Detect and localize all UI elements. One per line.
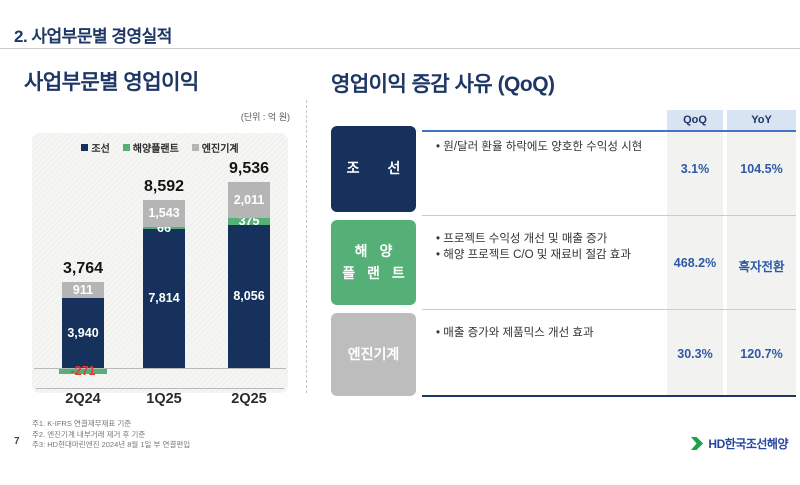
bar-value-label: -271 xyxy=(70,364,96,379)
page-number: 7 xyxy=(14,436,20,447)
axis-line xyxy=(36,388,284,389)
page-title: 2. 사업부문별 경영실적 xyxy=(14,27,172,46)
bar-value-label: 1,543 xyxy=(148,206,180,221)
table-bottom-rule xyxy=(422,395,796,397)
qoq-column-strip xyxy=(667,132,723,395)
header-divider xyxy=(0,48,800,49)
bar-segment: 2,011 xyxy=(228,182,270,218)
qoq-value-shipbuilding: 3.1% xyxy=(680,162,710,176)
bar-segment: 7,814 xyxy=(143,229,185,368)
footnotes: 주1. K-IFRS 연결재무제표 기준 주2. 엔진기계 내부거래 제거 후 … xyxy=(32,419,190,451)
company-logo: HD한국조선해양 xyxy=(691,435,788,452)
bar-total-label: 3,764 xyxy=(62,260,104,277)
legend-item: 조선 xyxy=(81,140,110,155)
yoy-value-shipbuilding: 104.5% xyxy=(740,162,783,176)
segment-label-engine: 엔진기계 xyxy=(331,313,416,396)
footnote: 주1. K-IFRS 연결재무제표 기준 xyxy=(32,419,132,428)
chart-section-title: 사업부문별 영업이익 xyxy=(24,71,199,94)
legend-swatch-icon xyxy=(122,144,130,151)
legend-label: 엔진기계 xyxy=(201,144,239,155)
category-label: 2Q24 xyxy=(65,391,101,407)
bar-segment: -271 xyxy=(59,364,107,379)
bar-segment: 3,940 xyxy=(62,298,104,368)
table-section-title: 영업이익 증감 사유 (QoQ) xyxy=(331,73,555,96)
legend-item: 엔진기계 xyxy=(191,140,239,155)
qoq-value-offshore: 468.2% xyxy=(673,256,717,270)
logo-text: HD한국조선해양 xyxy=(708,437,788,451)
legend-label: 해양플랜트 xyxy=(132,144,179,155)
bar-value-label: 2,011 xyxy=(233,192,265,207)
bar-value-label: 3,940 xyxy=(67,325,99,340)
reason-bullet: 프로젝트 수익성 개선 및 매출 증가 xyxy=(436,231,651,248)
section-divider xyxy=(306,100,307,393)
bar-total-label: 8,592 xyxy=(143,178,185,195)
axis-line xyxy=(34,368,286,369)
column-header-yoy: YoY xyxy=(727,110,796,130)
qoq-value-engine: 30.3% xyxy=(677,347,713,361)
segment-label-text: 플 랜 트 xyxy=(342,264,405,281)
bar-value-label: 66 xyxy=(157,220,171,235)
segment-label-text: 해 양 xyxy=(354,242,393,259)
bar-segment: 8,056 xyxy=(228,225,270,368)
bar-value-label: 8,056 xyxy=(233,289,265,304)
bar-value-label: 911 xyxy=(72,282,94,297)
yoy-column-strip xyxy=(727,132,796,395)
reason-bullet: 매출 증가와 제품믹스 개선 효과 xyxy=(436,325,651,342)
chart-plot: 3,940 -271 911 3,764 2Q24 7,814 66 1,543 8,592 1Q… xyxy=(32,133,288,407)
reason-bullet: 해양 프로젝트 C/O 및 재료비 절감 효과 xyxy=(436,247,651,264)
table-header-rule xyxy=(422,130,796,132)
chart-legend: 조선 해양플랜트 엔진기계 xyxy=(32,140,288,155)
row-separator xyxy=(422,309,796,310)
category-label: 1Q25 xyxy=(146,391,182,407)
segment-label-offshore: 해 양 플 랜 트 xyxy=(331,220,416,305)
logo-chevron-icon xyxy=(691,437,704,450)
footnote: 주3: HD현대마린엔진 2024년 8월 1일 부 연결편입 xyxy=(32,440,191,449)
footnote: 주2. 엔진기계 내부거래 제거 후 기준 xyxy=(32,429,146,439)
bar-segment: 911 xyxy=(62,282,104,298)
legend-item: 해양플랜트 xyxy=(122,140,179,155)
row-separator xyxy=(422,215,796,216)
bar-segment: 66 xyxy=(143,220,185,235)
legend-swatch-icon xyxy=(191,144,199,151)
legend-swatch-icon xyxy=(81,144,89,151)
column-header-qoq: QoQ xyxy=(667,110,723,130)
yoy-value-engine: 120.7% xyxy=(740,347,783,361)
segment-label-shipbuilding: 조 선 xyxy=(331,126,416,212)
bar-value-label: 375 xyxy=(238,214,260,229)
bar-segment: 1,543 xyxy=(143,200,185,227)
segment-label-text: 조 선 xyxy=(346,160,401,177)
bar-total-label: 9,536 xyxy=(228,160,270,177)
segment-label-text: 엔진기계 xyxy=(347,345,400,362)
bar-segment: 375 xyxy=(228,214,270,229)
chart-unit-label: (단위 : 억 원) xyxy=(240,112,290,122)
legend-label: 조선 xyxy=(91,144,110,155)
bar-value-label: 7,814 xyxy=(148,291,180,306)
operating-profit-chart: 조선 해양플랜트 엔진기계 3,940 -271 911 3,764 2Q24 7,814 66… xyxy=(32,133,288,407)
reason-bullet: 원/달러 환율 하락에도 양호한 수익성 시현 xyxy=(436,139,651,156)
category-label: 2Q25 xyxy=(231,391,267,407)
yoy-value-offshore: 흑자전환 xyxy=(738,260,785,274)
